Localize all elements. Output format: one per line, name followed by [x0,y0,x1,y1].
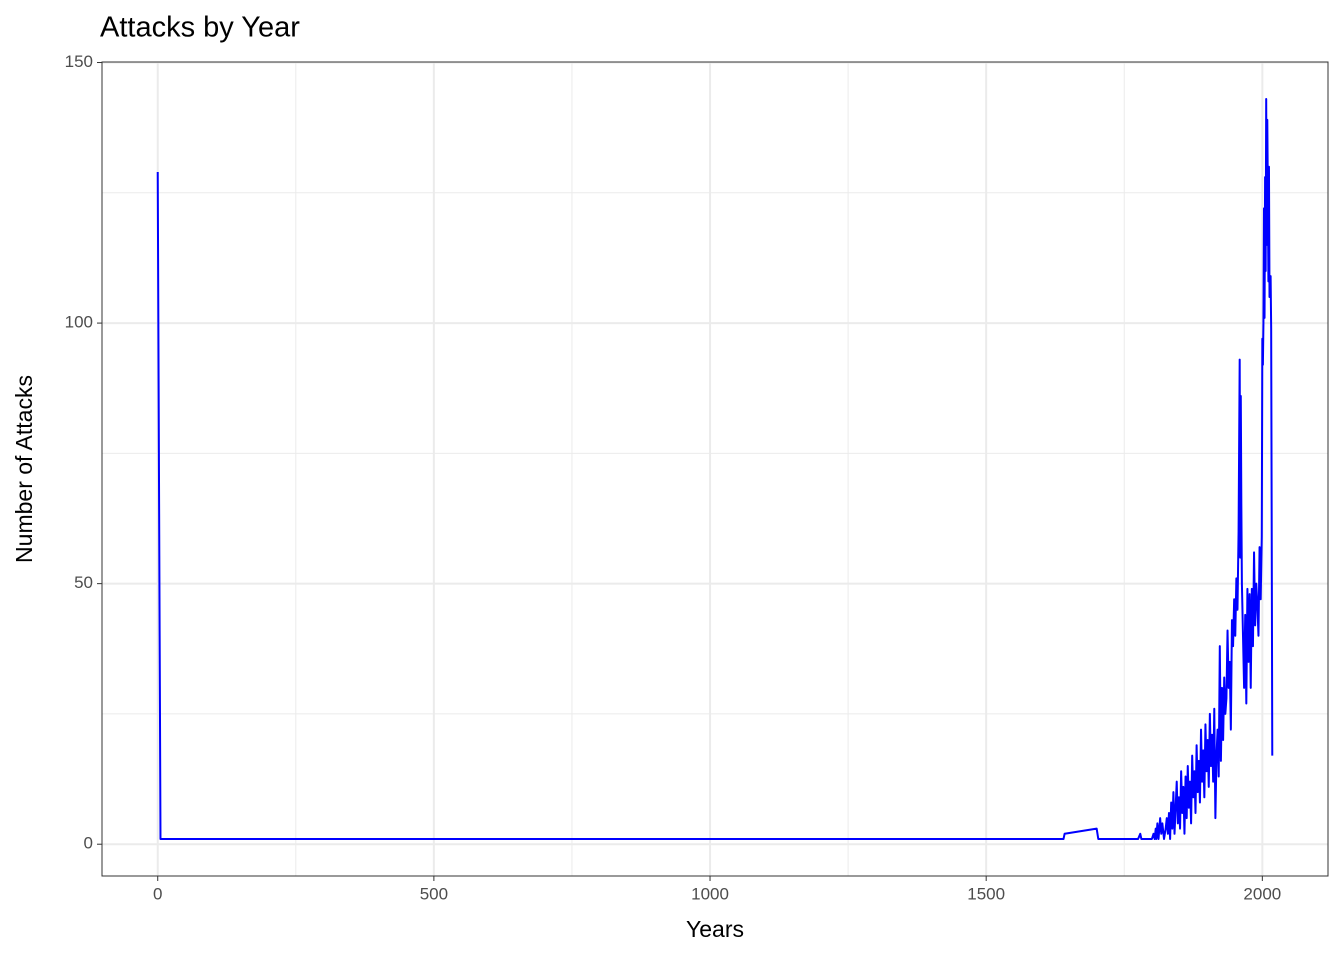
x-tick-label: 1500 [967,884,1005,903]
y-tick-label: 100 [65,313,93,332]
y-tick-label: 50 [74,573,93,592]
y-axis-title: Number of Attacks [11,375,37,563]
x-tick-label: 500 [420,884,448,903]
x-tick-label: 2000 [1243,884,1281,903]
x-tick-label: 0 [153,884,162,903]
data-line [156,98,1274,840]
y-tick-label: 150 [65,52,93,71]
chart-title: Attacks by Year [100,12,300,44]
panel-border [101,61,1329,877]
y-tick-label: 0 [84,834,93,853]
x-tick-label: 1000 [691,884,729,903]
x-axis-title: Years [686,916,744,942]
